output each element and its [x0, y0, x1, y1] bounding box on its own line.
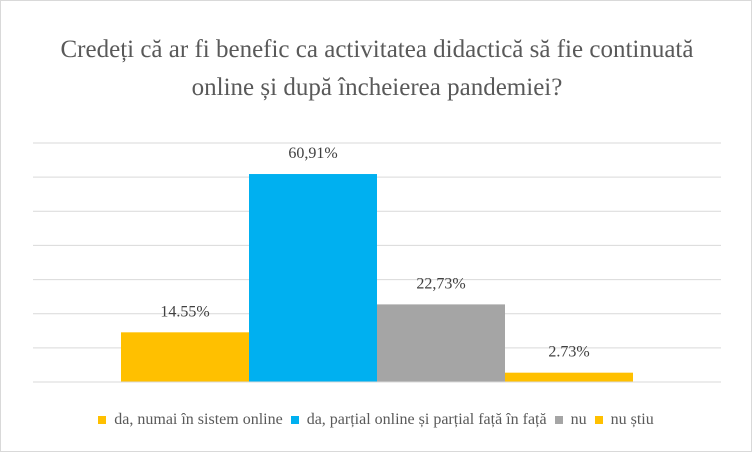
bar-3 — [377, 304, 505, 382]
legend-label-2: da, parțial online și parțial față în fa… — [306, 411, 547, 428]
data-label-3: 22,73% — [416, 275, 465, 292]
legend-swatch-3 — [554, 416, 563, 424]
legend-swatch-2 — [290, 416, 299, 424]
legend-item-3: nu — [554, 411, 587, 429]
data-label-4: 2.73% — [548, 344, 589, 361]
legend-label-4: nu știu — [610, 411, 654, 428]
data-label-2: 60,91% — [288, 145, 337, 162]
legend-item-2: da, parțial online și parțial față în fa… — [290, 411, 547, 429]
data-label-1: 14.55% — [160, 303, 209, 320]
legend-swatch-1 — [98, 416, 107, 424]
legend-swatch-4 — [594, 416, 603, 424]
bar-2 — [249, 174, 377, 382]
bar-4 — [505, 372, 633, 382]
chart-title: Credeți că ar fi benefic ca activitatea … — [60, 36, 694, 101]
legend-label-1: da, numai în sistem online — [114, 411, 283, 428]
bar-1 — [121, 332, 249, 382]
legend-item-4: nu știu — [594, 411, 654, 429]
legend-item-1: da, numai în sistem online — [98, 411, 283, 429]
legend-label-3: nu — [570, 411, 587, 428]
legend: da, numai în sistem online da, parțial on… — [1, 411, 751, 429]
